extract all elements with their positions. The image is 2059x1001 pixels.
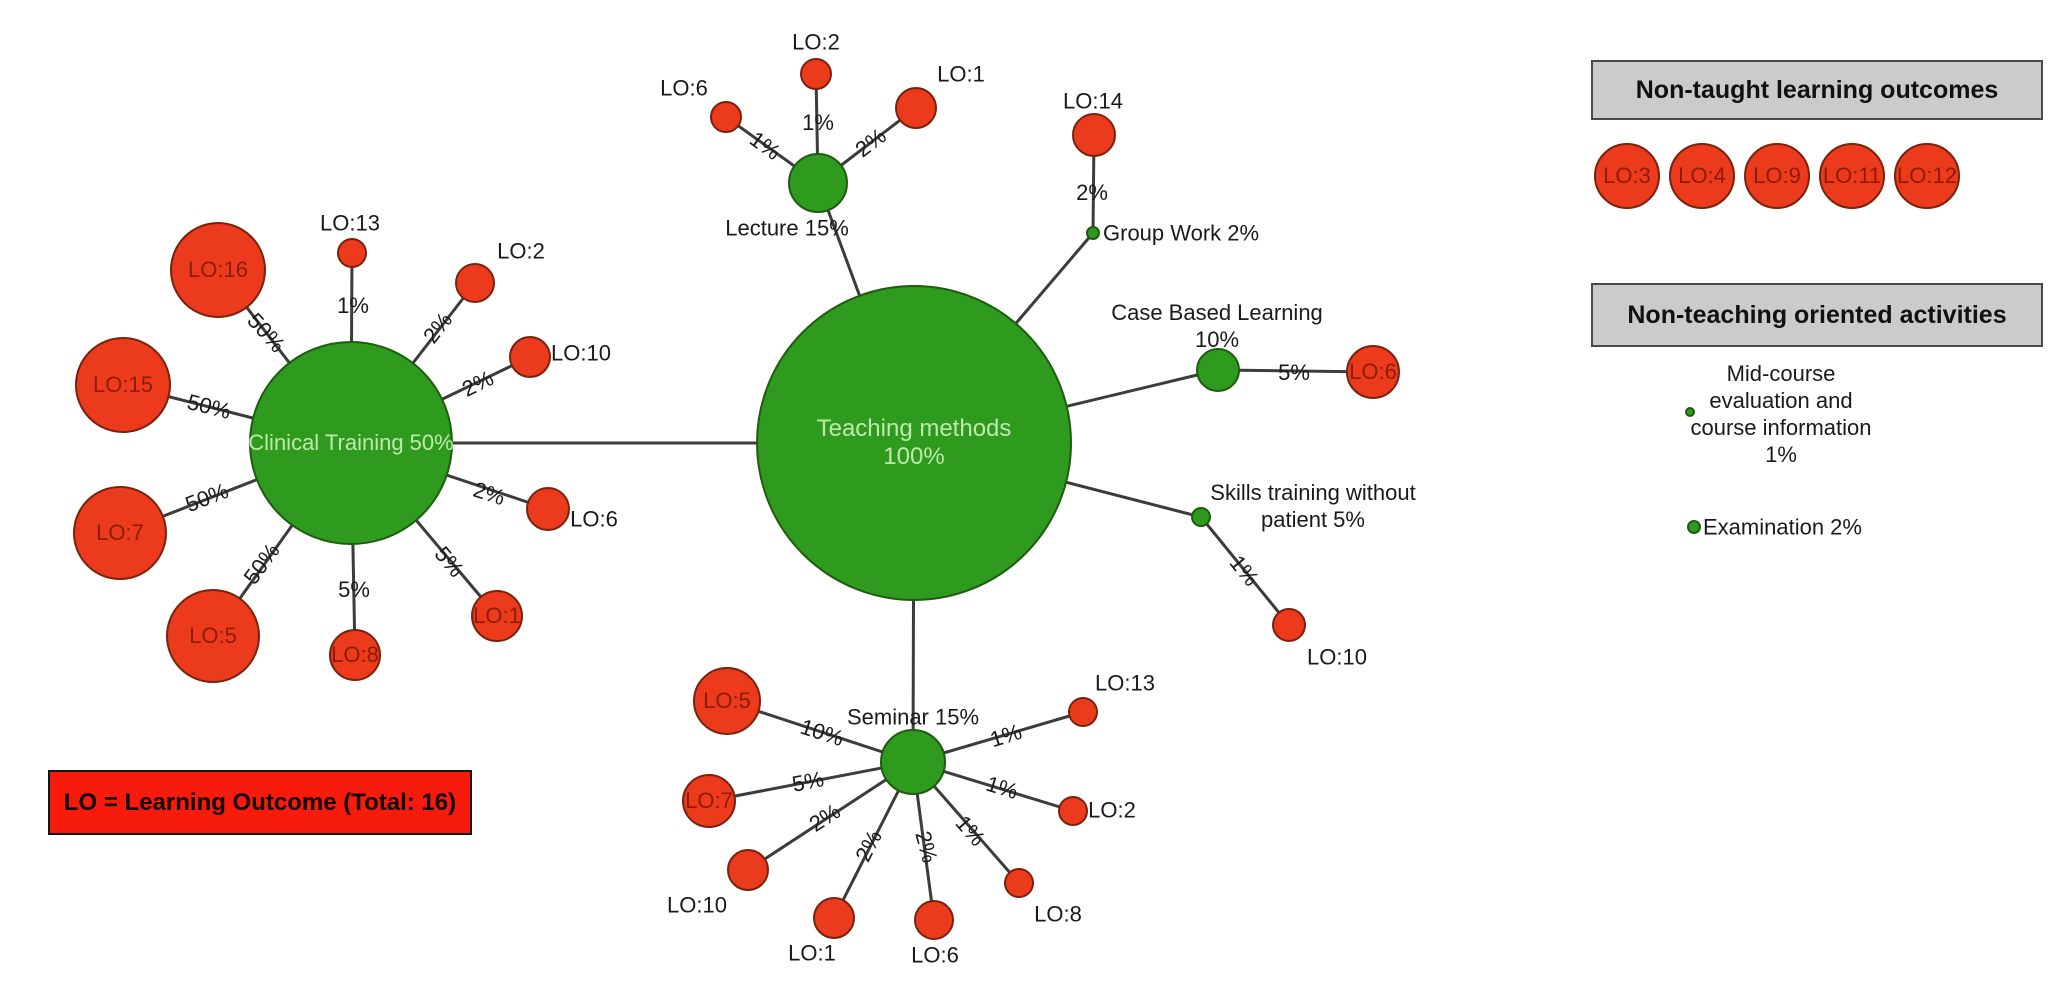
label-groupwork-lo14: LO:14: [1063, 88, 1123, 114]
legend-header-non-taught: Non-taught learning outcomes: [1591, 60, 2043, 120]
label-seminar-lo2: LO:2: [1088, 797, 1136, 823]
edge-percent-groupwork-to-lo14: 2%: [1076, 180, 1108, 205]
node-seminar-lo8: [1004, 868, 1034, 898]
node-seminar-lo7: LO:7: [682, 774, 736, 828]
label-lecture-lo6: LO:6: [660, 75, 708, 101]
node-teaching-methods: Teaching methods 100%: [756, 285, 1072, 601]
edge-percent-casebased-to-lo6: 5%: [1278, 360, 1310, 385]
node-label-clinical-lo16: LO:16: [188, 257, 248, 282]
node-seminar-lo5: LO:5: [693, 667, 761, 735]
label-seminar-lo1: LO:1: [788, 940, 836, 966]
node-label-clinical-training: Clinical Training 50%: [248, 430, 454, 455]
node-label-clinical-lo1: LO:1: [473, 603, 521, 628]
label-clinical-lo6: LO:6: [570, 506, 618, 532]
label-clinical-lo13: LO:13: [320, 210, 380, 236]
label-mid-course: Mid-course evaluation and course informati…: [1690, 361, 1872, 467]
node-seminar-lo6: [914, 900, 954, 940]
label-lecture-lo1: LO:1: [937, 61, 985, 87]
label-clinical-lo10: LO:10: [551, 340, 611, 366]
label-group-work: Group Work 2%: [1103, 220, 1260, 246]
label-seminar-lo13: LO:13: [1095, 670, 1155, 696]
node-lecture: [788, 153, 848, 213]
node-lecture-lo1: [895, 87, 937, 129]
label-lecture-lo2: LO:2: [792, 29, 840, 55]
node-clinical-lo6: [526, 487, 570, 531]
node-clinical-lo7: LO:7: [73, 486, 167, 580]
node-label-legend-lo9: LO:9: [1753, 163, 1801, 188]
node-label-legend-lo12: LO:12: [1897, 163, 1957, 188]
node-seminar-lo13: [1068, 697, 1098, 727]
node-clinical-lo16: LO:16: [170, 222, 266, 318]
label-seminar: Seminar 15%: [846, 704, 980, 730]
label-skills-lo10: LO:10: [1307, 644, 1367, 670]
node-clinical-lo1: LO:1: [471, 590, 523, 642]
label-examination: Examination 2%: [1703, 514, 1862, 540]
node-label-seminar-lo7: LO:7: [685, 788, 733, 813]
edge-percent-seminar-to-lo7: 5%: [789, 766, 826, 797]
node-skills-training-dot: [1191, 507, 1211, 527]
node-label-legend-lo3: LO:3: [1603, 163, 1651, 188]
node-examination-dot: [1687, 520, 1701, 534]
node-case-based-learning: [1196, 348, 1240, 392]
node-clinical-lo15: LO:15: [75, 337, 171, 433]
label-clinical-lo2: LO:2: [497, 238, 545, 264]
node-label-clinical-lo7: LO:7: [96, 520, 144, 545]
edge-percent-clinical-to-lo8: 5%: [338, 577, 370, 602]
node-label-legend-lo11: LO:11: [1822, 163, 1882, 188]
node-clinical-lo10: [509, 336, 551, 378]
legend-header-non-teaching: Non-teaching oriented activities: [1591, 283, 2043, 347]
node-lecture-lo6: [710, 101, 742, 133]
node-label-seminar-lo5: LO:5: [703, 688, 751, 713]
edge-seminar-to-lo7: [708, 760, 914, 803]
node-label-clinical-lo5: LO:5: [189, 623, 237, 648]
edge-percent-clinical-to-lo13: 1%: [337, 293, 369, 318]
label-seminar-lo8: LO:8: [1034, 901, 1082, 927]
node-label-casebased-lo6: LO:6: [1349, 359, 1397, 384]
node-groupwork-lo14: [1072, 113, 1116, 157]
node-casebased-lo6: LO:6: [1346, 345, 1400, 399]
node-clinical-lo13: [337, 238, 367, 268]
node-legend-lo3: LO:3: [1594, 143, 1660, 209]
node-label-clinical-lo8: LO:8: [331, 642, 379, 667]
node-skills-lo10: [1272, 608, 1306, 642]
note-legend-box: LO = Learning Outcome (Total: 16): [48, 770, 472, 835]
node-seminar: [880, 729, 946, 795]
node-seminar-lo2: [1058, 796, 1088, 826]
node-lecture-lo2: [800, 58, 832, 90]
label-lecture: Lecture 15%: [725, 215, 849, 241]
node-mid-course-dot: [1685, 407, 1695, 417]
node-clinical-training: Clinical Training 50%: [248, 341, 454, 545]
node-seminar-lo1: [813, 897, 855, 939]
node-clinical-lo8: LO:8: [329, 629, 381, 681]
edge-skills-to-lo10: [1199, 516, 1291, 626]
label-seminar-lo6: LO:6: [911, 942, 959, 968]
node-clinical-lo2: [455, 263, 495, 303]
node-label-legend-lo4: LO:4: [1678, 163, 1726, 188]
label-seminar-lo10: LO:10: [667, 892, 727, 918]
label-skills-training: Skills training without patient 5%: [1210, 480, 1416, 532]
node-label-clinical-lo15: LO:15: [93, 372, 153, 397]
edge-percent-lecture-to-lo2: 1%: [802, 110, 834, 135]
node-legend-lo9: LO:9: [1744, 143, 1810, 209]
node-group-work-dot: [1086, 226, 1100, 240]
node-seminar-lo10: [727, 849, 769, 891]
node-clinical-lo5: LO:5: [166, 589, 260, 683]
node-legend-lo11: LO:11: [1819, 143, 1885, 209]
node-legend-lo12: LO:12: [1894, 143, 1960, 209]
node-label-teaching-methods: Teaching methods 100%: [816, 415, 1012, 470]
node-legend-lo4: LO:4: [1669, 143, 1735, 209]
label-case-based-learning: Case Based Learning 10%: [1111, 300, 1323, 352]
